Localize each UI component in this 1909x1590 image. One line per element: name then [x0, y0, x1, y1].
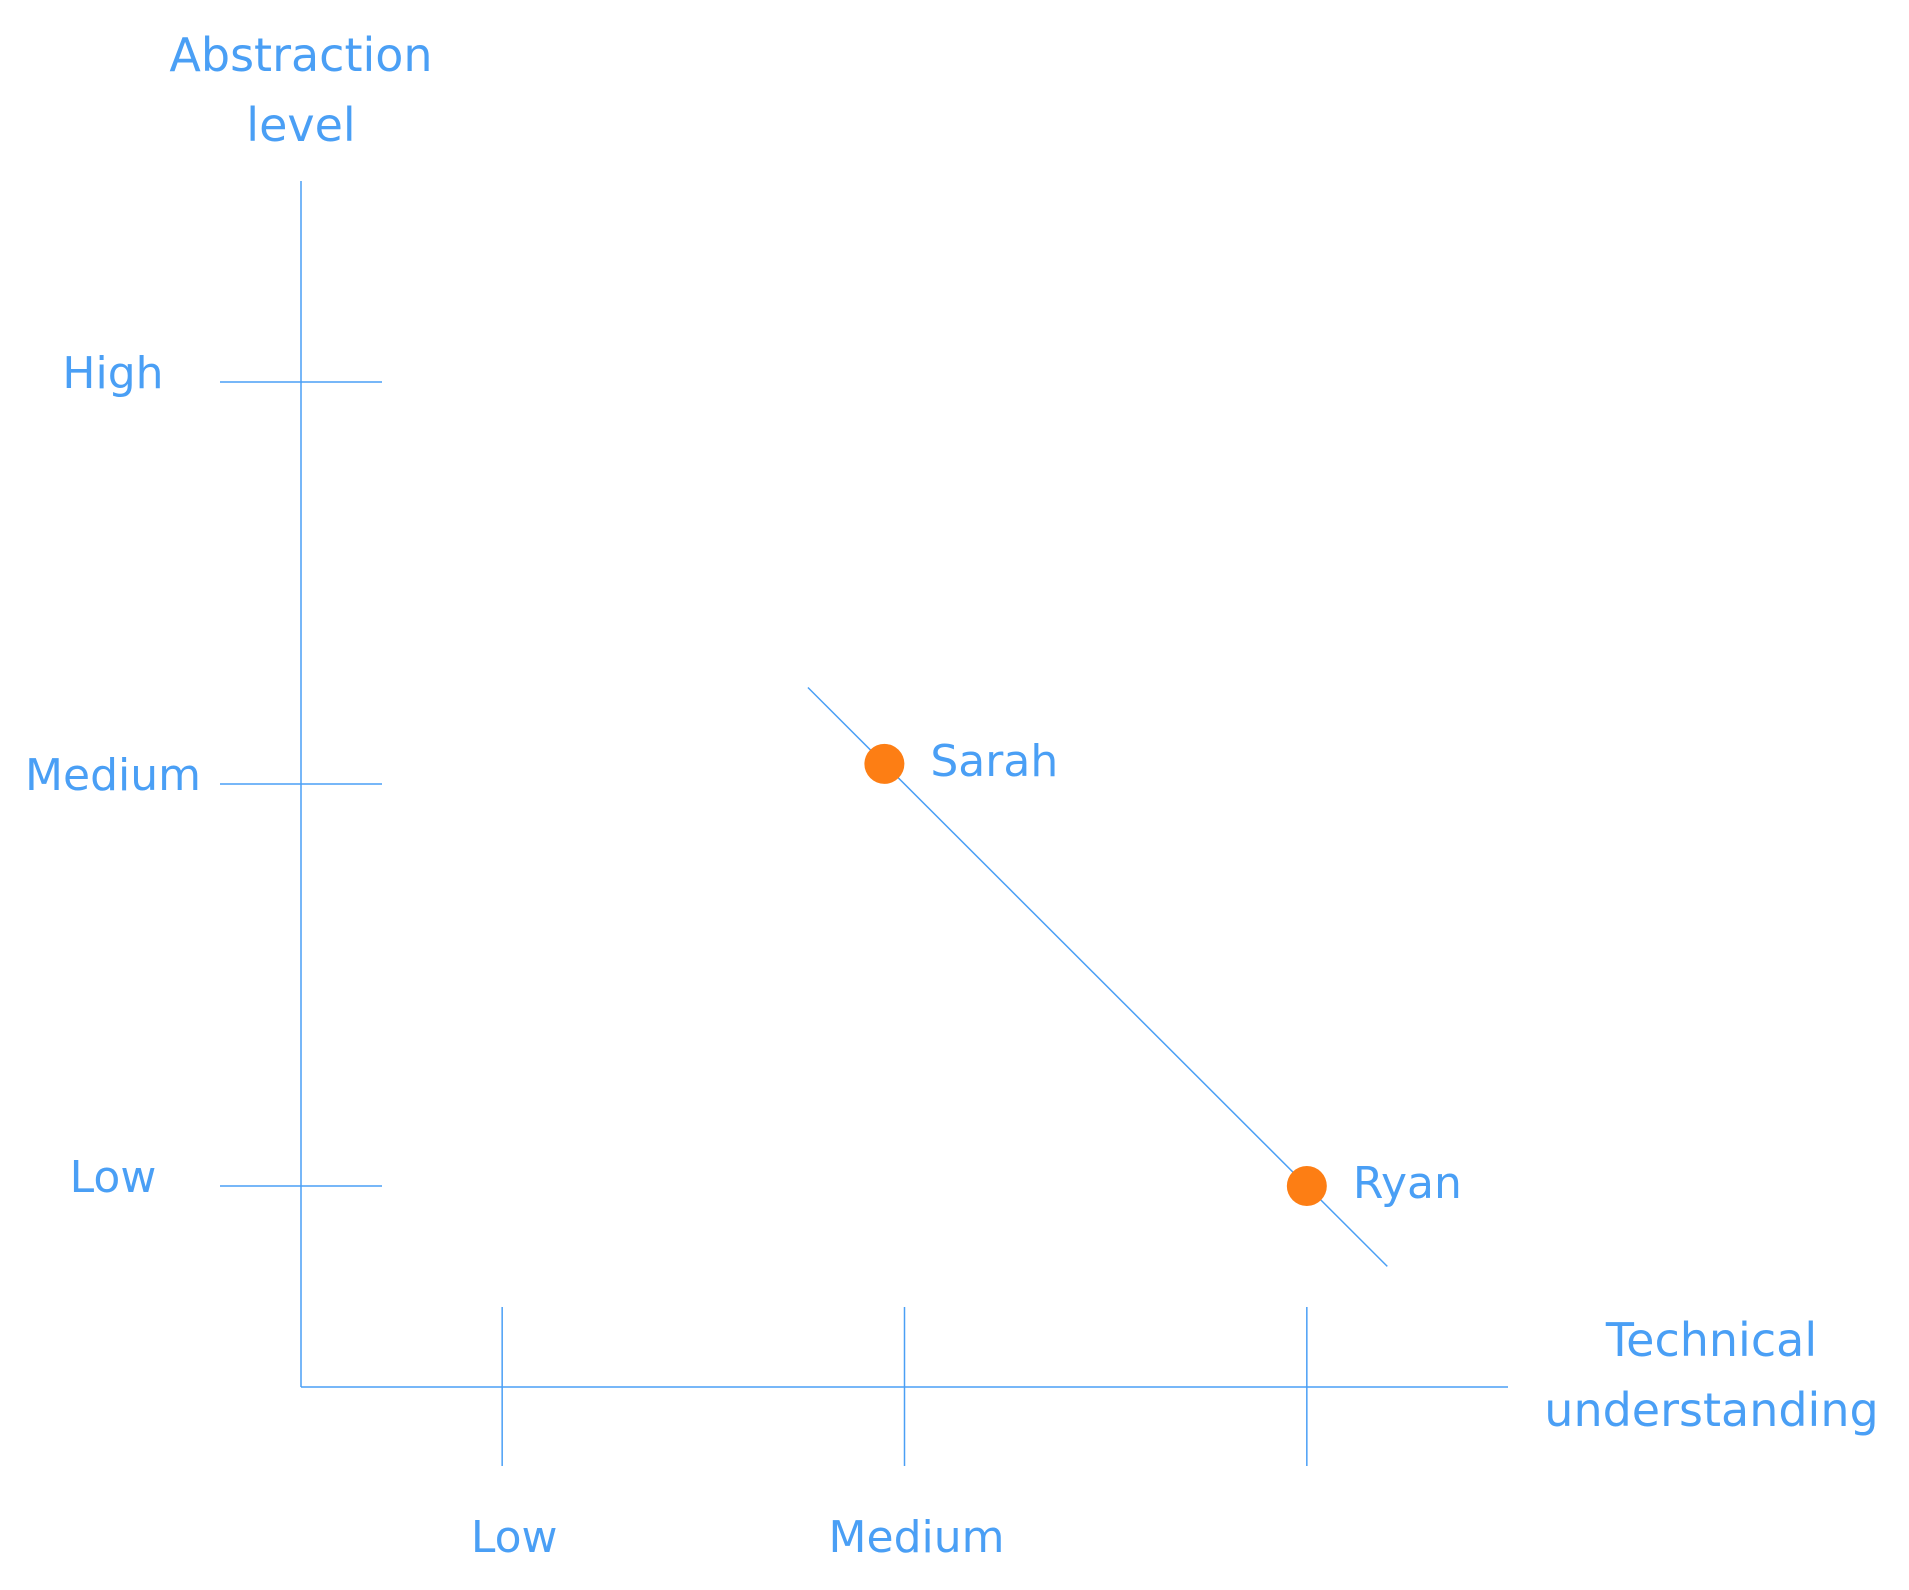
y-tick-label: Low: [70, 1152, 157, 1203]
x-axis-label: Technical understanding: [1544, 1313, 1879, 1437]
point-label: Ryan: [1353, 1158, 1462, 1209]
y-tick-label: High: [62, 348, 163, 399]
point: [864, 743, 905, 784]
x-tick-label: Medium: [829, 1512, 1005, 1563]
trend-line: [807, 686, 1388, 1267]
y-axis-label: Abstraction level: [169, 28, 433, 152]
point: [1286, 1166, 1327, 1206]
point-label: Sarah: [930, 736, 1058, 787]
x-tick-label: Low: [471, 1512, 558, 1563]
y-tick-label: Medium: [25, 750, 201, 801]
